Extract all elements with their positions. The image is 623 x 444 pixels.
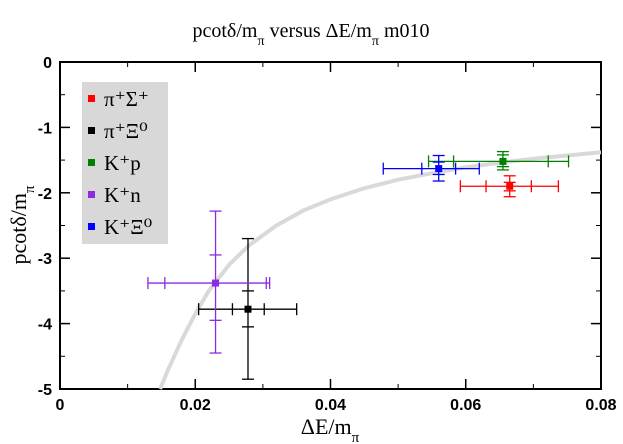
data-point xyxy=(506,182,514,190)
legend-marker xyxy=(88,95,95,102)
legend-marker xyxy=(88,223,95,230)
legend-marker xyxy=(88,191,95,198)
legend-label: π⁺Σ⁺ xyxy=(104,87,149,111)
legend-label: K⁺n xyxy=(104,183,141,207)
legend-label: K⁺Ξ⁰ xyxy=(104,215,152,239)
x-tick-label: 0 xyxy=(56,397,65,414)
x-tick-label: 0.04 xyxy=(315,397,346,414)
x-axis: 0 0.02 0.04 0.06 0.08 xyxy=(56,62,617,414)
x-tick-label: 0.02 xyxy=(180,397,211,414)
data-point xyxy=(499,157,507,165)
series-layer xyxy=(147,150,570,380)
legend: π⁺Σ⁺ π⁺Ξ⁰ K⁺p K⁺n K⁺Ξ⁰ xyxy=(82,82,168,244)
x-axis-label: ΔE/mπ xyxy=(301,414,360,444)
legend-label: π⁺Ξ⁰ xyxy=(104,119,148,143)
y-tick-label: -5 xyxy=(38,382,52,399)
legend-marker xyxy=(88,159,95,166)
y-tick-label: -4 xyxy=(38,317,52,334)
data-point xyxy=(244,305,252,313)
y-tick-label: -3 xyxy=(38,251,52,268)
legend-marker xyxy=(88,127,95,134)
data-point xyxy=(435,165,443,173)
x-tick-label: 0.08 xyxy=(585,397,616,414)
series-2 xyxy=(427,150,570,171)
y-tick-label: -2 xyxy=(38,186,52,203)
legend-label: K⁺p xyxy=(104,151,141,175)
y-axis: 0 -1 -2 -3 -4 -5 xyxy=(38,55,601,399)
x-tick-label: 0.06 xyxy=(450,397,481,414)
series-4 xyxy=(382,154,480,182)
legend-box xyxy=(82,82,168,244)
data-point xyxy=(212,279,220,287)
y-axis-label: pcotδ/mπ xyxy=(6,185,38,264)
series-3 xyxy=(147,210,271,354)
chart-title: pcotδ/mπ versus ΔE/mπ m010 xyxy=(193,20,430,49)
y-tick-label: -1 xyxy=(38,120,52,137)
series-0 xyxy=(459,175,560,198)
y-tick-label: 0 xyxy=(43,55,52,72)
